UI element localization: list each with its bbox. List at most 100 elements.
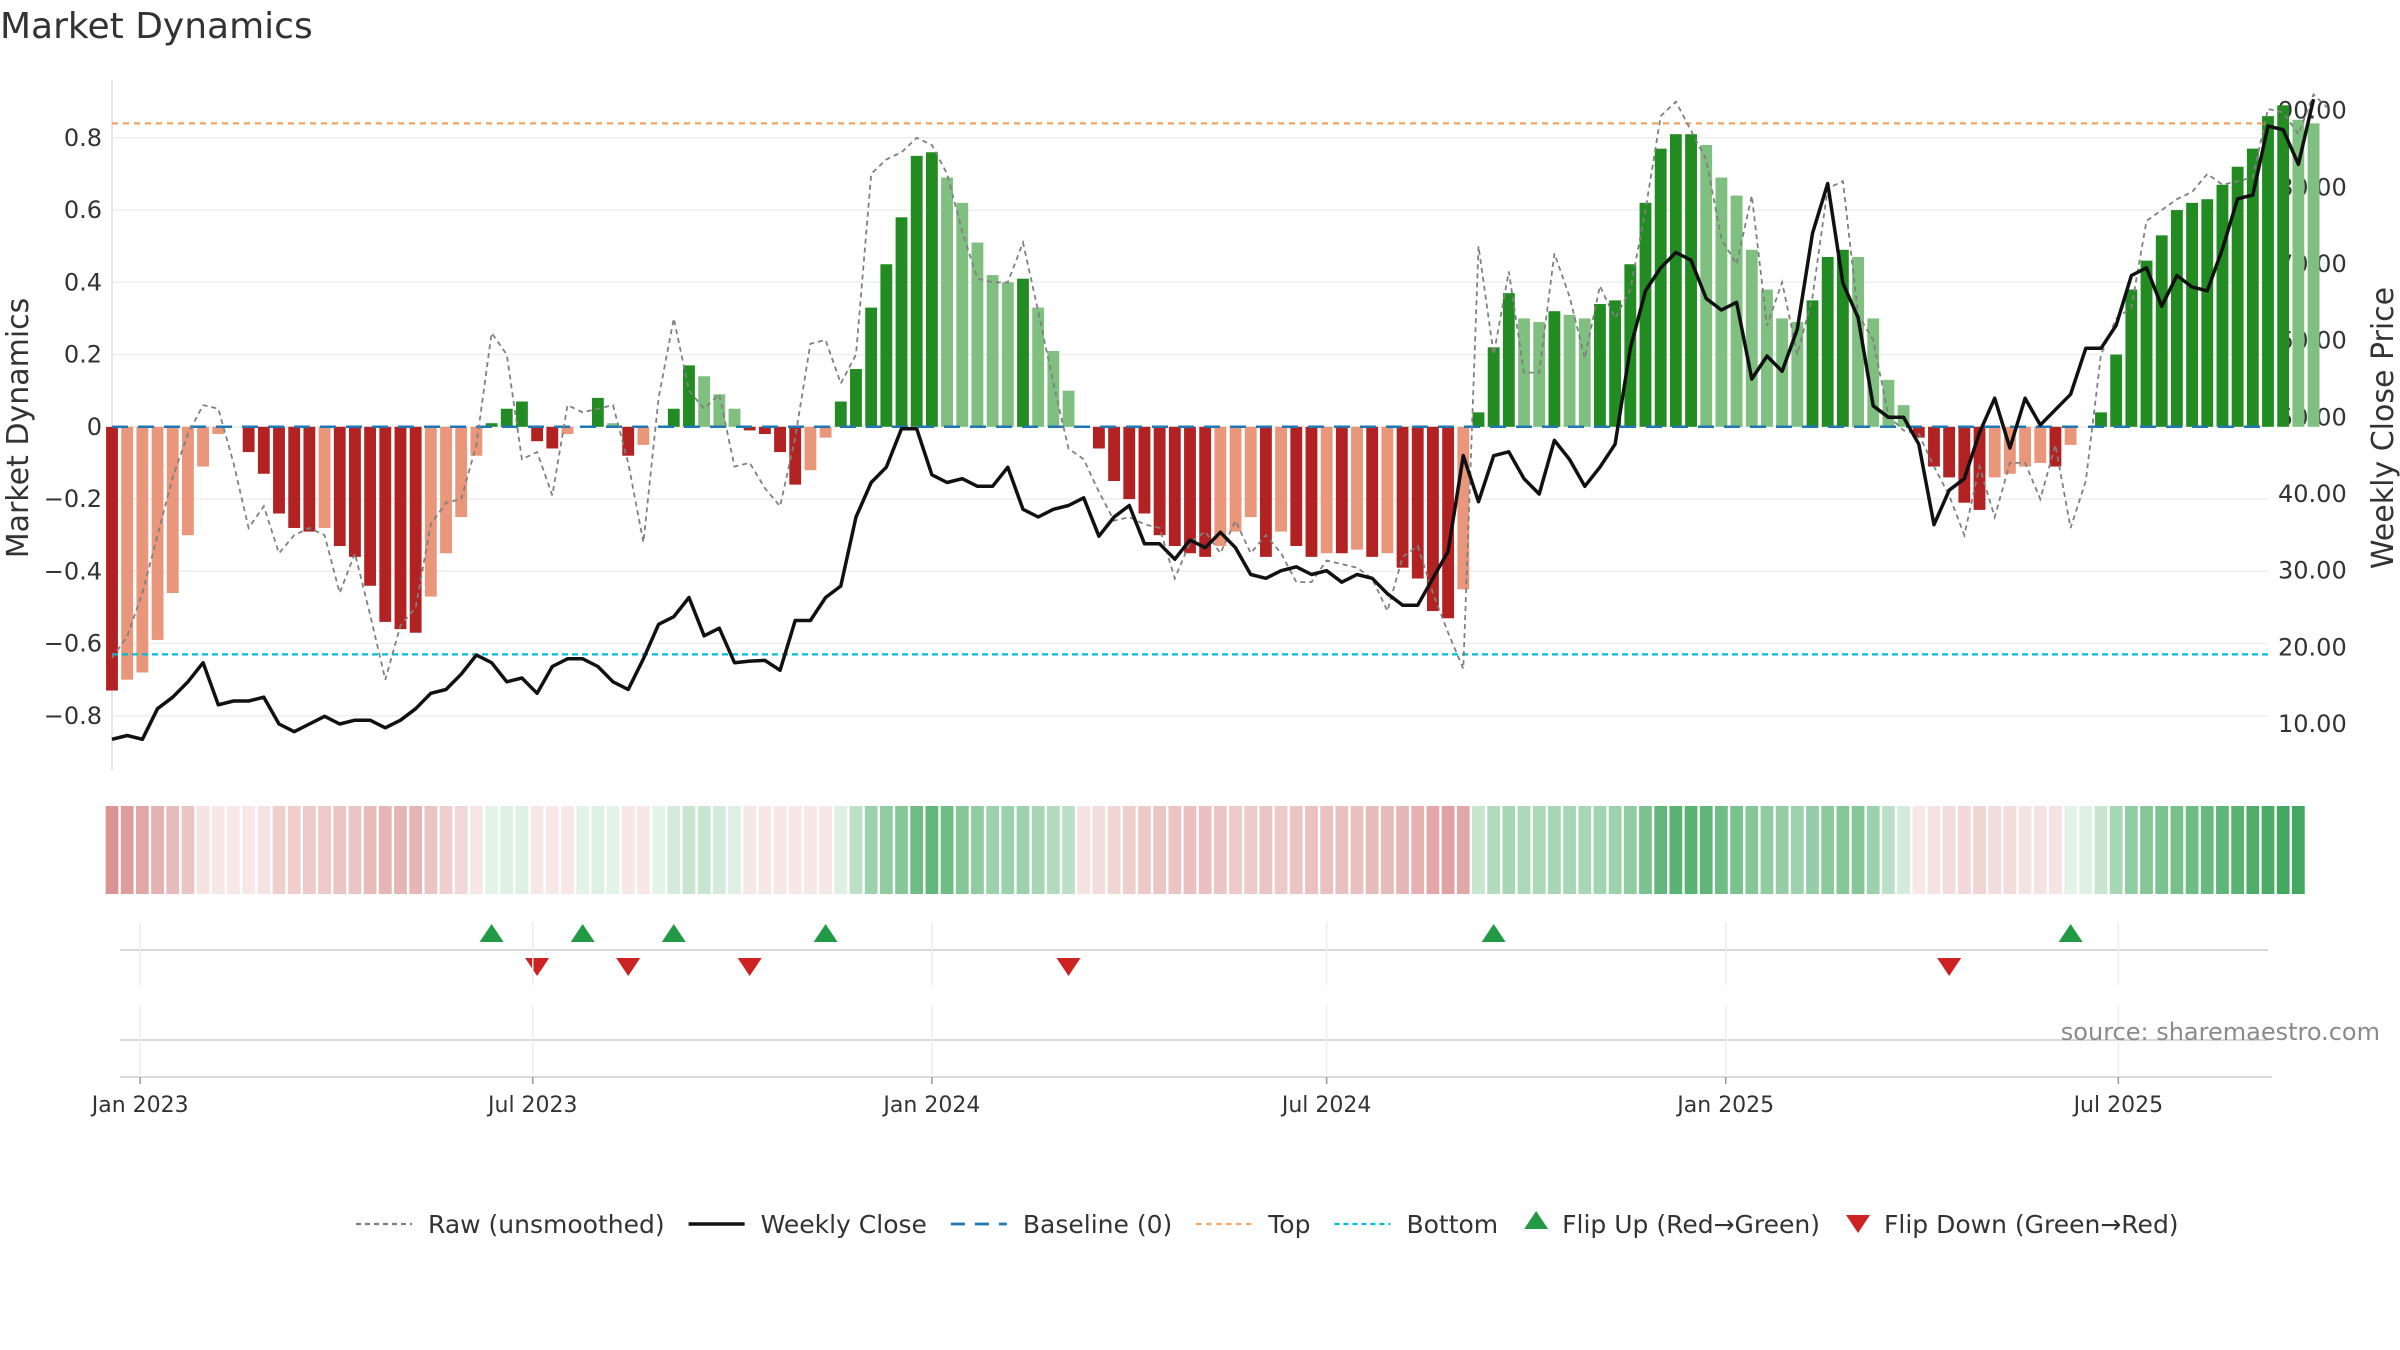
dynamics-bar [242,426,255,453]
regime-cell [1517,806,1531,894]
dynamics-bar [743,426,756,431]
y-tick-label: 0 [87,413,102,441]
legend: Raw (unsmoothed) Weekly Close Baseline (0)… [356,1210,2179,1239]
regime-cell [1365,806,1379,894]
regime-cell [120,806,134,894]
dynamics-bar [2246,148,2259,427]
regime-cell [1411,806,1425,894]
regime-cell [1244,806,1258,894]
regime-cell [1578,806,1592,894]
regime-cell [819,806,832,894]
dynamics-bar [1062,390,1075,427]
regime-cell [227,806,240,894]
dynamics-bar [1609,300,1622,427]
dynamics-bar [151,426,164,640]
dynamics-bar [181,426,194,536]
regime-cell [257,806,271,894]
dynamics-bar [683,365,695,427]
dynamics-bar [1092,426,1105,449]
regime-cell [378,806,392,894]
dynamics-bar [2262,116,2274,427]
dynamics-bar [364,426,377,586]
dynamics-bar [2003,426,2016,474]
y2-axis-title: Weekly Close Price [2366,287,2400,569]
dynamics-bar [698,376,711,427]
dynamics-bar [394,426,407,630]
regime-cell [621,806,635,894]
dynamics-bar [1108,426,1121,481]
regime-cell [2261,806,2275,894]
dynamics-bar [303,426,316,532]
dynamics-bar [2201,199,2214,427]
legend-flip-up-marker [1524,1211,1549,1229]
dynamics-bar [1047,350,1060,427]
flip-up-marker [2058,924,2083,942]
regime-cell [788,806,802,894]
regime-cell [743,806,757,894]
dynamics-bar [485,423,498,427]
flip-up-marker [479,924,504,942]
dynamics-bar [1153,426,1166,536]
regime-strip [105,806,2305,894]
regime-cell [561,806,574,894]
regime-cell [394,806,407,894]
dynamics-bar [531,426,544,442]
dynamics-bar [1351,426,1363,550]
dynamics-bar [895,217,908,427]
regime-cell [1684,806,1698,894]
regime-cell [1107,806,1121,894]
dynamics-bar [834,401,847,427]
regime-cell [1957,806,1971,894]
dynamics-bar [1578,318,1591,427]
regime-cell [2018,806,2032,894]
dynamics-bar [2170,210,2183,427]
regime-cell [530,806,544,894]
dynamics-bar [1594,303,1606,427]
y2-tick-label: 40.00 [2278,480,2347,508]
regime-cell [1806,806,1819,894]
dynamics-bar [1654,148,1667,427]
dynamics-bar [758,426,771,435]
dynamics-bar [440,426,452,554]
regime-cell [986,806,999,894]
dynamics-bar [1639,202,1652,427]
regime-cell [925,806,939,894]
dynamics-bar [470,426,483,456]
regime-cell [1942,806,1956,894]
dynamics-bar [713,394,726,427]
y2-tick-label: 10.00 [2278,710,2347,738]
regime-cell [318,806,331,894]
regime-cell [1213,806,1227,894]
dynamics-bar [2140,260,2153,427]
dynamics-bar [804,426,817,471]
regime-cell [272,806,286,894]
dynamics-bar [2231,166,2244,427]
regime-cell [971,806,984,894]
regime-cell [287,806,301,894]
regime-cell [1016,806,1030,894]
legend-close-label: Weekly Close [761,1210,927,1239]
regime-cell [1472,806,1485,894]
dynamics-bar [546,426,559,449]
legend-flip-down-marker [1846,1215,1871,1233]
regime-cell [1289,806,1303,894]
dynamics-bar [424,426,437,597]
dynamics-bar [607,423,619,427]
flip-down-marker [525,958,550,976]
regime-cell [1790,806,1804,894]
dynamics-bar [2155,235,2168,427]
regime-cell [1350,806,1364,894]
regime-cell [1396,806,1409,894]
dynamics-bar [2307,123,2320,427]
dynamics-bar [1244,426,1257,518]
regime-cell [2216,806,2229,894]
x-tick-label: Jan 2024 [881,1093,980,1118]
regime-cell [1426,806,1440,894]
dynamics-bar [257,426,270,474]
x-tick-label: Jul 2025 [2072,1093,2164,1118]
regime-cell [485,806,498,894]
dynamics-bar [212,426,225,435]
dynamics-bar [2292,119,2305,427]
flip-down-marker [1056,958,1081,976]
dynamics-bar [333,426,346,547]
